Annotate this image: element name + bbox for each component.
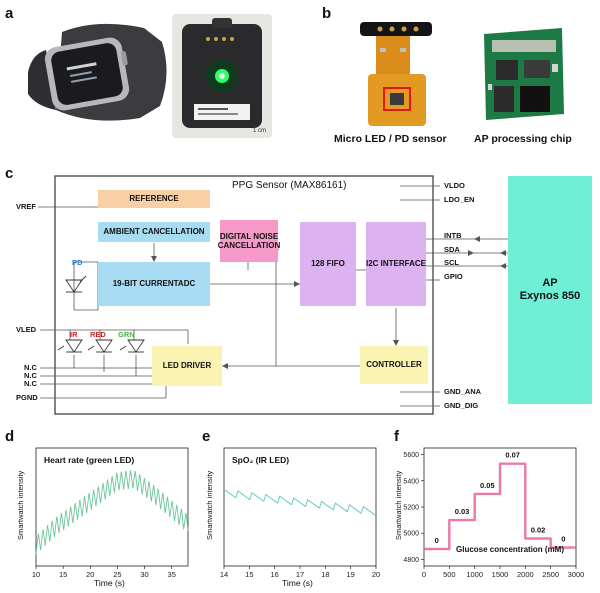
chart-d-xlabel: Time (s) <box>94 578 125 588</box>
chart-e-xtick-label-0: 14 <box>220 570 228 579</box>
chart-f-xtick-label-2: 1000 <box>466 570 483 579</box>
panel-label-f: f <box>394 428 399 445</box>
sensor-title: PPG Sensor (MAX86161) <box>232 180 347 191</box>
ap-exynos-block: AP Exynos 850 <box>508 176 592 404</box>
pin-vldo: VLDO <box>444 181 465 190</box>
ap-chip-photo <box>484 28 564 120</box>
chart-d-ylabel: Smartwatch intensity <box>16 470 25 540</box>
pin-sda: SDA <box>444 245 460 254</box>
chart-f-ytick-label-1: 5000 <box>403 531 419 538</box>
sensor-back-photo: 1 cm <box>172 14 272 138</box>
pin-intb: INTB <box>444 231 462 240</box>
chart-f-ytick-label-3: 5400 <box>403 478 419 485</box>
pin-gnd-dig: GND_DIG <box>444 401 479 410</box>
pin-nc-3: N.C <box>24 379 37 388</box>
chart-heart-rate: 10 15 20 25 30 35 <box>32 447 189 579</box>
led-label-grn: GRN <box>118 330 135 339</box>
chart-d-xtick-label-1: 15 <box>59 570 67 579</box>
pd-label: PD <box>72 258 83 267</box>
fifo-block: 128 FIFO <box>300 222 356 306</box>
chart-d-xtick-label-2: 20 <box>86 570 94 579</box>
panel-label-c: c <box>5 165 14 182</box>
chart-f-step-label-3: 0.07 <box>505 451 520 460</box>
reference-block: REFERENCE <box>98 190 210 208</box>
caption-micro-led: Micro LED / PD sensor <box>334 133 447 145</box>
panel-label-b: b <box>322 5 332 22</box>
chart-d-xtick-label-4: 30 <box>140 570 148 579</box>
chart-glucose: 0 500 1000 1500 2000 2500 3000 4800 5000 5200 5400… <box>403 447 585 579</box>
chart-spo2: 14 15 16 17 18 19 20 <box>220 447 380 579</box>
chart-f-step-label-4: 0.02 <box>531 525 546 534</box>
chart-f-ylabel: Smartwatch intensity <box>394 470 403 540</box>
chart-f-ytick-label-2: 5200 <box>403 505 419 512</box>
chart-e-xtick-label-4: 18 <box>321 570 329 579</box>
led-label-ir: IR <box>70 330 78 339</box>
chart-e-xtick-label-3: 17 <box>296 570 304 579</box>
pin-vref: VREF <box>16 202 37 211</box>
chart-e-xtick-label-6: 20 <box>372 570 380 579</box>
chart-f-xtick-label-0: 0 <box>422 570 426 579</box>
chart-f-ytick-label-4: 5600 <box>403 452 419 459</box>
chart-f-step-label-1: 0.03 <box>455 507 470 516</box>
smartwatch-photo <box>28 23 167 121</box>
chart-f-xtick-label-5: 2500 <box>542 570 559 579</box>
chart-f-xtick-label-1: 500 <box>443 570 456 579</box>
chart-e-ylabel: Smartwatch intensity <box>205 470 214 540</box>
chart-e-series-line <box>223 488 377 516</box>
chart-d-title: Heart rate (green LED) <box>44 455 135 465</box>
chart-e-xtick-label-5: 19 <box>346 570 354 579</box>
chart-e-title: SpO₂ (IR LED) <box>232 455 290 465</box>
chart-e-xtick-label-2: 16 <box>270 570 278 579</box>
i2c-interface-block: I2C INTERFACE <box>366 222 426 306</box>
scale-bar-label: 1 cm <box>252 128 266 134</box>
ap-chip-name: Exynos 850 <box>519 290 581 302</box>
panel-label-e: e <box>202 428 211 445</box>
pin-scl: SCL <box>444 258 459 267</box>
pin-ldo-en: LDO_EN <box>444 195 475 204</box>
chart-d-xtick-label-3: 25 <box>113 570 121 579</box>
digital-noise-cancellation-block: DIGITAL NOISE CANCELLATION <box>218 220 280 262</box>
pin-gnd-ana: GND_ANA <box>444 387 482 396</box>
chart-f-xlabel: Glucose concentration (mM) <box>456 545 565 554</box>
chart-f-step-label-2: 0.05 <box>480 481 495 490</box>
chart-f-series-line <box>424 462 576 551</box>
led-label-red: RED <box>90 330 106 339</box>
current-adc-block: 19-BIT CURRENTADC <box>98 262 210 306</box>
chart-e-xtick-label-1: 15 <box>245 570 253 579</box>
chart-d-xtick-label-5: 35 <box>168 570 176 579</box>
panel-label-d: d <box>5 428 15 445</box>
micro-led-sensor-photo <box>360 22 432 126</box>
chart-f-xtick-label-3: 1500 <box>492 570 509 579</box>
pin-gpio: GPIO <box>444 272 463 281</box>
panel-label-a: a <box>5 5 14 22</box>
ap-label: AP <box>542 277 558 290</box>
chart-d-frame <box>35 447 189 567</box>
chart-f-ytick-label-0: 4800 <box>403 557 419 564</box>
chart-f-xtick-label-6: 3000 <box>568 570 585 579</box>
chart-e-xlabel: Time (s) <box>282 578 313 588</box>
ambient-cancellation-block: AMBIENT CANCELLATION <box>98 222 210 242</box>
controller-block: CONTROLLER <box>360 346 428 384</box>
pin-pgnd: PGND <box>16 393 38 402</box>
pin-nc-1: N.C <box>24 363 37 372</box>
chart-d-series-line <box>35 470 189 555</box>
chart-f-xtick-label-4: 2000 <box>517 570 534 579</box>
pin-vled: VLED <box>16 325 37 334</box>
chart-f-step-label-0: 0 <box>435 536 439 545</box>
pin-nc-2: N.C <box>24 371 37 380</box>
caption-ap-chip: AP processing chip <box>474 133 572 145</box>
chart-f-step-label-5: 0 <box>561 535 565 544</box>
chart-d-xtick-label-0: 10 <box>32 570 40 579</box>
led-driver-block: LED DRIVER <box>152 346 222 386</box>
